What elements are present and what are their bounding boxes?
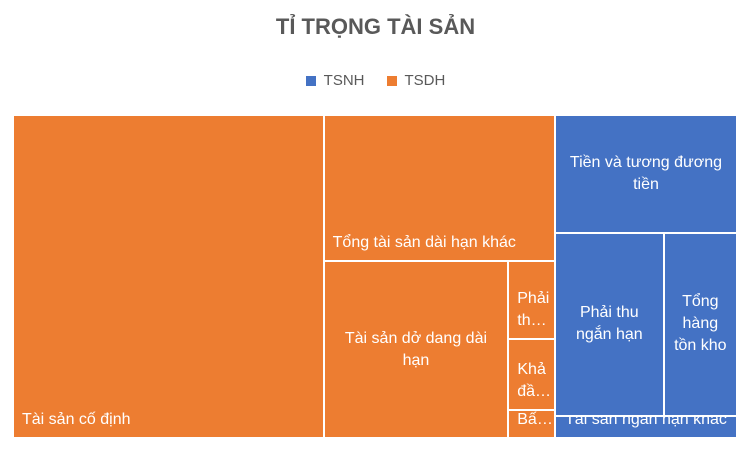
plot-area: Tài sản cố định Tổng tài sản dài hạn khác…: [13, 115, 737, 438]
cell-label: Tài sản ngắn hạn khác: [565, 416, 727, 428]
chart-title: TỈ TRỌNG TÀI SẢN: [275, 14, 476, 39]
treemap-cell: Phải th…: [509, 262, 554, 338]
cell-label: Phải thu ngắn hạn: [575, 304, 643, 344]
cell-label: Bấ…: [517, 410, 553, 428]
treemap-cell: Tổng hàng tồn kho: [664, 234, 736, 415]
legend-swatch: [386, 75, 397, 86]
legend-item: TSNH: [305, 72, 365, 89]
treemap-cell: Phải thu ngắn hạn: [555, 234, 663, 415]
cell-label: Phải th…: [517, 289, 550, 329]
treemap-cell: Tổng tài sản dài hạn khác: [324, 116, 554, 261]
legend-label: TSDH: [404, 72, 446, 89]
treemap-cell: Khả đầ…: [509, 339, 554, 409]
cell-label: Tổng tài sản dài hạn khác: [332, 234, 516, 252]
legend-item: TSDH: [386, 72, 446, 89]
treemap-cell: Tài sản cố định: [14, 116, 323, 437]
treemap-cell: Tiền và tương đương tiền: [555, 116, 736, 232]
legend-label: TSNH: [323, 72, 365, 89]
treemap-cell: Tài sản ngắn hạn khác: [555, 416, 736, 437]
treemap-cell: Tài sản dở dang dài hạn: [324, 262, 508, 437]
cell-label: Tài sản dở dang dài hạn: [344, 329, 488, 369]
cell-label: Khả đầ…: [517, 360, 552, 400]
cell-label: Tiền và tương đương tiền: [569, 154, 723, 193]
treemap-cell: Bấ…: [509, 410, 554, 437]
legend: TSNH TSDH: [0, 72, 751, 89]
cell-label: Tài sản cố định: [22, 411, 131, 428]
cell-label: Tổng hàng tồn kho: [674, 293, 727, 355]
legend-swatch: [305, 75, 316, 86]
